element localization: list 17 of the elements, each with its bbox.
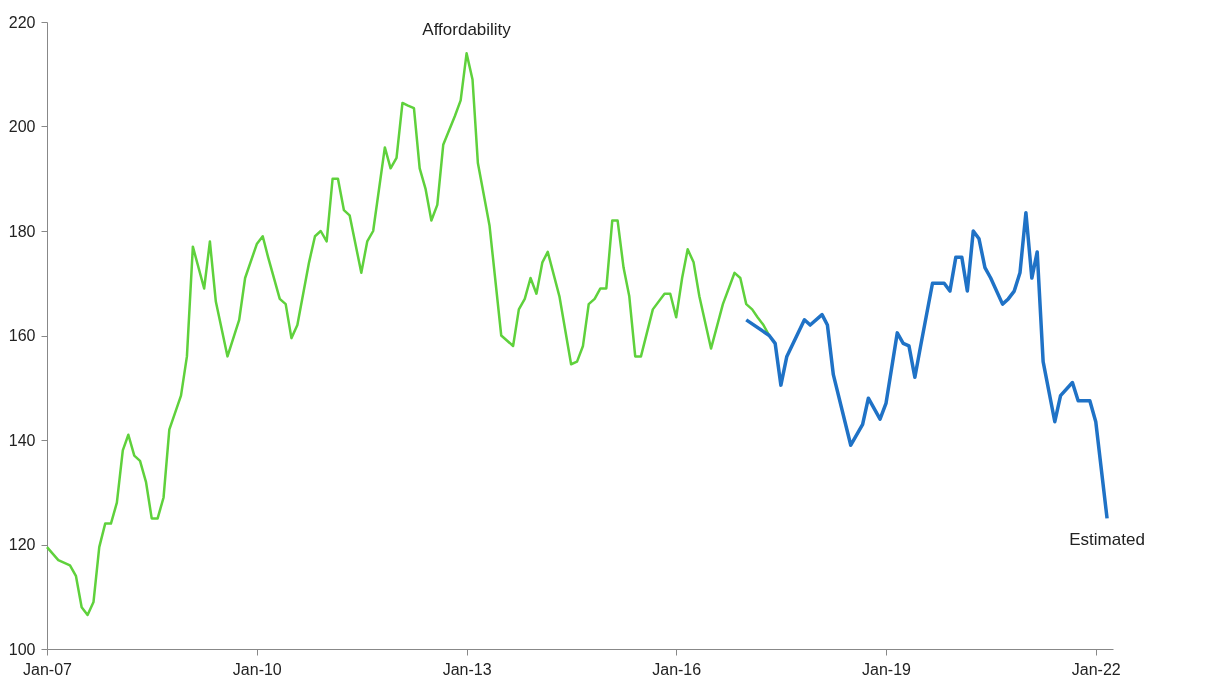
x-tick-label: Jan-07 [23,660,73,678]
x-tick-label: Jan-19 [862,660,912,678]
x-tick-label: Jan-13 [442,660,492,678]
y-tick-label: 140 [8,431,36,449]
y-tick-label: 100 [8,640,36,658]
y-tick-label: 180 [8,222,36,240]
line-series [45,52,771,617]
y-tick-label: 220 [8,13,36,31]
y-tick-label: 200 [8,118,36,135]
series-label: Affordability [422,20,512,40]
y-tick-label: 160 [8,327,36,344]
x-tick-label: Jan-16 [652,660,702,678]
line-series [744,210,1109,521]
x-tick-label: Jan-22 [1071,660,1121,678]
y-tick-label: 120 [8,536,36,553]
series-label: Estimated [1069,530,1145,550]
x-tick-label: Jan-10 [232,660,282,678]
